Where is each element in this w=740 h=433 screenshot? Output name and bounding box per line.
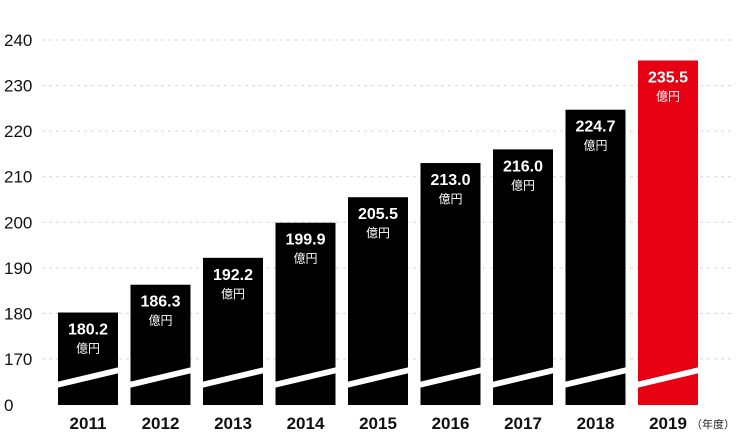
value-label-2012: 186.3 bbox=[140, 294, 180, 311]
value-unit-label-2012: 億円 bbox=[148, 314, 172, 328]
x-tick-label-2011: 2011 bbox=[70, 414, 107, 433]
x-tick-label-2015: 2015 bbox=[359, 414, 397, 433]
x-tick-label-2014: 2014 bbox=[287, 414, 325, 433]
y-tick-label-240: 240 bbox=[4, 31, 32, 50]
axis-break-mark-2016 bbox=[410, 365, 491, 390]
value-unit-label-2011: 億円 bbox=[76, 342, 100, 356]
axis-break-mark-2012 bbox=[120, 365, 201, 390]
y-tick-label-180: 180 bbox=[4, 304, 32, 323]
x-axis-unit-label: （年度） bbox=[691, 417, 735, 431]
value-label-2015: 205.5 bbox=[358, 206, 398, 223]
labels-layer: 180.2 億円 186.3 億円 192.2 億円 199.9 億円 205.5 億円 213.0… bbox=[68, 70, 688, 356]
bar-2011 bbox=[58, 312, 118, 405]
x-tick-label-2017: 2017 bbox=[504, 414, 542, 433]
bar-2016 bbox=[420, 163, 481, 405]
value-unit-label-2019: 億円 bbox=[656, 90, 680, 104]
y-tick-label-200: 200 bbox=[4, 213, 32, 232]
axis-break-mark-2019 bbox=[628, 365, 708, 390]
axis-break-mark-2015 bbox=[338, 365, 418, 390]
value-label-2011: 180.2 bbox=[68, 322, 108, 339]
value-label-2013: 192.2 bbox=[213, 267, 253, 284]
axis-break-mark-2017 bbox=[483, 365, 563, 390]
value-unit-label-2016: 億円 bbox=[438, 192, 462, 206]
value-unit-label-2014: 億円 bbox=[293, 252, 317, 266]
bar-2018 bbox=[565, 109, 626, 405]
value-unit-label-2018: 億円 bbox=[583, 139, 607, 153]
y-tick-label-210: 210 bbox=[4, 168, 32, 187]
x-tick-label-2013: 2013 bbox=[214, 414, 252, 433]
value-unit-label-2013: 億円 bbox=[221, 287, 245, 301]
value-label-2016: 213.0 bbox=[430, 172, 470, 189]
axis-break-mark-2013 bbox=[193, 365, 273, 390]
axis-break-mark-2011 bbox=[48, 365, 128, 390]
value-label-2017: 216.0 bbox=[503, 158, 543, 175]
y-tick-label-190: 190 bbox=[4, 259, 32, 278]
y-tick-label-170: 170 bbox=[4, 350, 32, 369]
value-label-2018: 224.7 bbox=[575, 119, 615, 136]
axis-break-mark-2018 bbox=[555, 365, 636, 390]
bar-2017 bbox=[493, 149, 553, 405]
bars-layer bbox=[48, 60, 708, 405]
y-tick-label-220: 220 bbox=[4, 122, 32, 141]
value-unit-label-2015: 億円 bbox=[366, 226, 390, 240]
value-label-2019: 235.5 bbox=[648, 70, 688, 87]
y-tick-label-0: 0 bbox=[4, 396, 13, 415]
axis-break-mark-2014 bbox=[265, 365, 346, 390]
x-tick-label-2019: 2019 bbox=[649, 414, 687, 433]
y-tick-label-230: 230 bbox=[4, 77, 32, 96]
value-unit-label-2017: 億円 bbox=[511, 178, 535, 192]
x-tick-label-2016: 2016 bbox=[432, 414, 470, 433]
value-label-2014: 199.9 bbox=[285, 232, 325, 249]
axis-layer: 240 230 220 210 200 190 180 170 0 2011 2012 2013 201… bbox=[4, 31, 735, 433]
x-tick-label-2018: 2018 bbox=[577, 414, 615, 433]
bar-2019 bbox=[638, 60, 698, 405]
x-tick-label-2012: 2012 bbox=[142, 414, 180, 433]
